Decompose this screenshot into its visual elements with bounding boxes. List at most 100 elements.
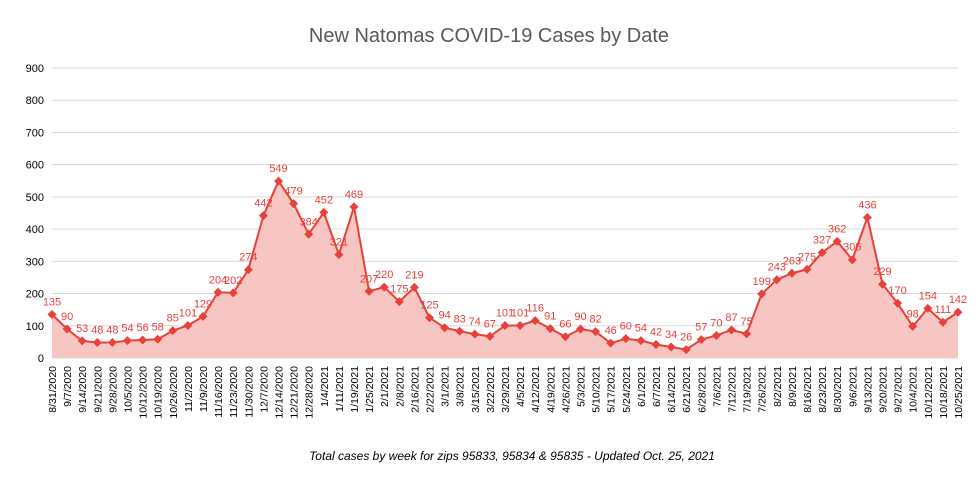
x-tick-label: 11/16/2020: [213, 366, 225, 418]
data-label: 48: [106, 325, 118, 337]
data-point-marker: [183, 320, 193, 330]
data-label: 229: [873, 266, 891, 278]
data-label: 436: [858, 200, 876, 212]
data-point-marker: [274, 176, 283, 186]
data-label: 204: [209, 274, 227, 286]
data-label: 74: [469, 316, 481, 328]
chart-caption: Total cases by week for zips 95833, 9583…: [309, 449, 715, 463]
x-tick-label: 7/6/2021: [711, 366, 723, 407]
data-point-marker: [696, 335, 706, 345]
x-tick-label: 10/12/2020: [138, 366, 150, 419]
data-point-marker: [425, 313, 434, 323]
data-label: 60: [620, 321, 632, 333]
x-tick-label: 3/15/2021: [470, 366, 482, 413]
data-point-marker: [802, 264, 812, 274]
data-label: 66: [559, 319, 571, 331]
data-point-marker: [243, 265, 253, 275]
data-label: 94: [438, 310, 450, 322]
data-point-marker: [470, 329, 480, 339]
data-point-marker: [319, 207, 329, 217]
data-point-marker: [62, 324, 72, 334]
data-label: 54: [121, 323, 133, 335]
x-tick-label: 3/29/2021: [500, 366, 512, 413]
data-point-marker: [545, 324, 555, 334]
x-tick-label: 2/22/2021: [425, 366, 437, 413]
data-label: 275: [798, 251, 816, 263]
data-point-marker: [530, 316, 540, 326]
data-point-marker: [893, 298, 903, 308]
x-tick-label: 3/22/2021: [485, 366, 497, 413]
data-label: 125: [420, 300, 438, 312]
x-tick-label: 10/18/2021: [938, 366, 950, 419]
x-tick-label: 3/8/2021: [455, 366, 467, 407]
data-label: 135: [43, 297, 61, 309]
data-point-markers: [47, 176, 963, 355]
data-point-marker: [334, 250, 344, 260]
data-label: 58: [152, 321, 164, 333]
x-tick-label: 9/27/2021: [893, 366, 905, 413]
data-label: 57: [695, 322, 707, 334]
x-tick-label: 4/19/2021: [545, 366, 557, 413]
data-label: 111: [935, 304, 952, 316]
data-point-marker: [742, 329, 752, 339]
y-tick-label: 600: [26, 160, 44, 172]
data-point-marker: [923, 303, 933, 313]
x-tick-label: 9/28/2020: [107, 366, 119, 413]
x-tick-label: 5/17/2021: [606, 366, 618, 413]
x-tick-label: 11/9/2020: [198, 366, 210, 412]
data-label: 129: [194, 298, 212, 310]
data-label: 67: [484, 318, 496, 330]
data-point-marker: [500, 320, 510, 330]
data-label: 91: [544, 311, 556, 323]
x-tick-label: 1/11/2021: [334, 366, 346, 412]
data-label: 479: [284, 186, 302, 198]
x-tick-label: 10/5/2020: [123, 366, 135, 413]
data-point-marker: [636, 336, 646, 346]
data-point-marker: [168, 326, 178, 336]
x-tick-label: 8/9/2021: [787, 366, 799, 407]
data-label: 362: [828, 223, 846, 235]
data-point-marker: [666, 342, 676, 352]
data-label: 384: [300, 216, 318, 228]
data-point-marker: [908, 321, 918, 331]
data-label: 202: [224, 275, 242, 287]
data-label: 274: [239, 252, 257, 264]
data-point-marker: [304, 229, 314, 239]
y-tick-label: 200: [26, 289, 44, 301]
data-point-marker: [878, 279, 887, 289]
data-label: 48: [91, 325, 103, 337]
data-label: 53: [76, 323, 88, 335]
data-label: 199: [753, 276, 771, 288]
x-tick-label: 5/3/2021: [576, 366, 588, 407]
data-point-marker: [364, 286, 374, 296]
data-point-marker: [787, 268, 797, 278]
x-tick-label: 2/8/2021: [394, 366, 406, 407]
data-point-marker: [576, 324, 585, 334]
x-tick-label: 12/28/2020: [304, 366, 316, 419]
data-point-marker: [228, 288, 238, 298]
x-tick-label: 11/30/2020: [243, 366, 255, 418]
data-point-marker: [515, 320, 525, 330]
data-point-marker: [621, 334, 631, 344]
x-tick-label: 12/14/2020: [274, 366, 286, 419]
data-label: 56: [136, 322, 148, 334]
data-label: 305: [843, 242, 861, 254]
data-label: 46: [605, 325, 617, 337]
data-point-marker: [591, 327, 601, 337]
data-point-marker: [394, 297, 404, 307]
data-label: 469: [345, 189, 363, 201]
x-tick-label: 9/6/2021: [847, 366, 859, 407]
x-tick-label: 8/30/2021: [832, 366, 844, 413]
data-label: 175: [390, 284, 408, 296]
data-label: 75: [740, 316, 752, 328]
y-tick-label: 100: [26, 321, 44, 333]
data-point-marker: [938, 317, 948, 327]
data-label: 101: [179, 307, 197, 319]
data-point-marker: [198, 311, 208, 321]
data-point-marker: [213, 287, 223, 297]
data-label: 70: [710, 317, 722, 329]
data-point-marker: [727, 325, 736, 335]
x-tick-label: 2/1/2021: [379, 366, 391, 407]
